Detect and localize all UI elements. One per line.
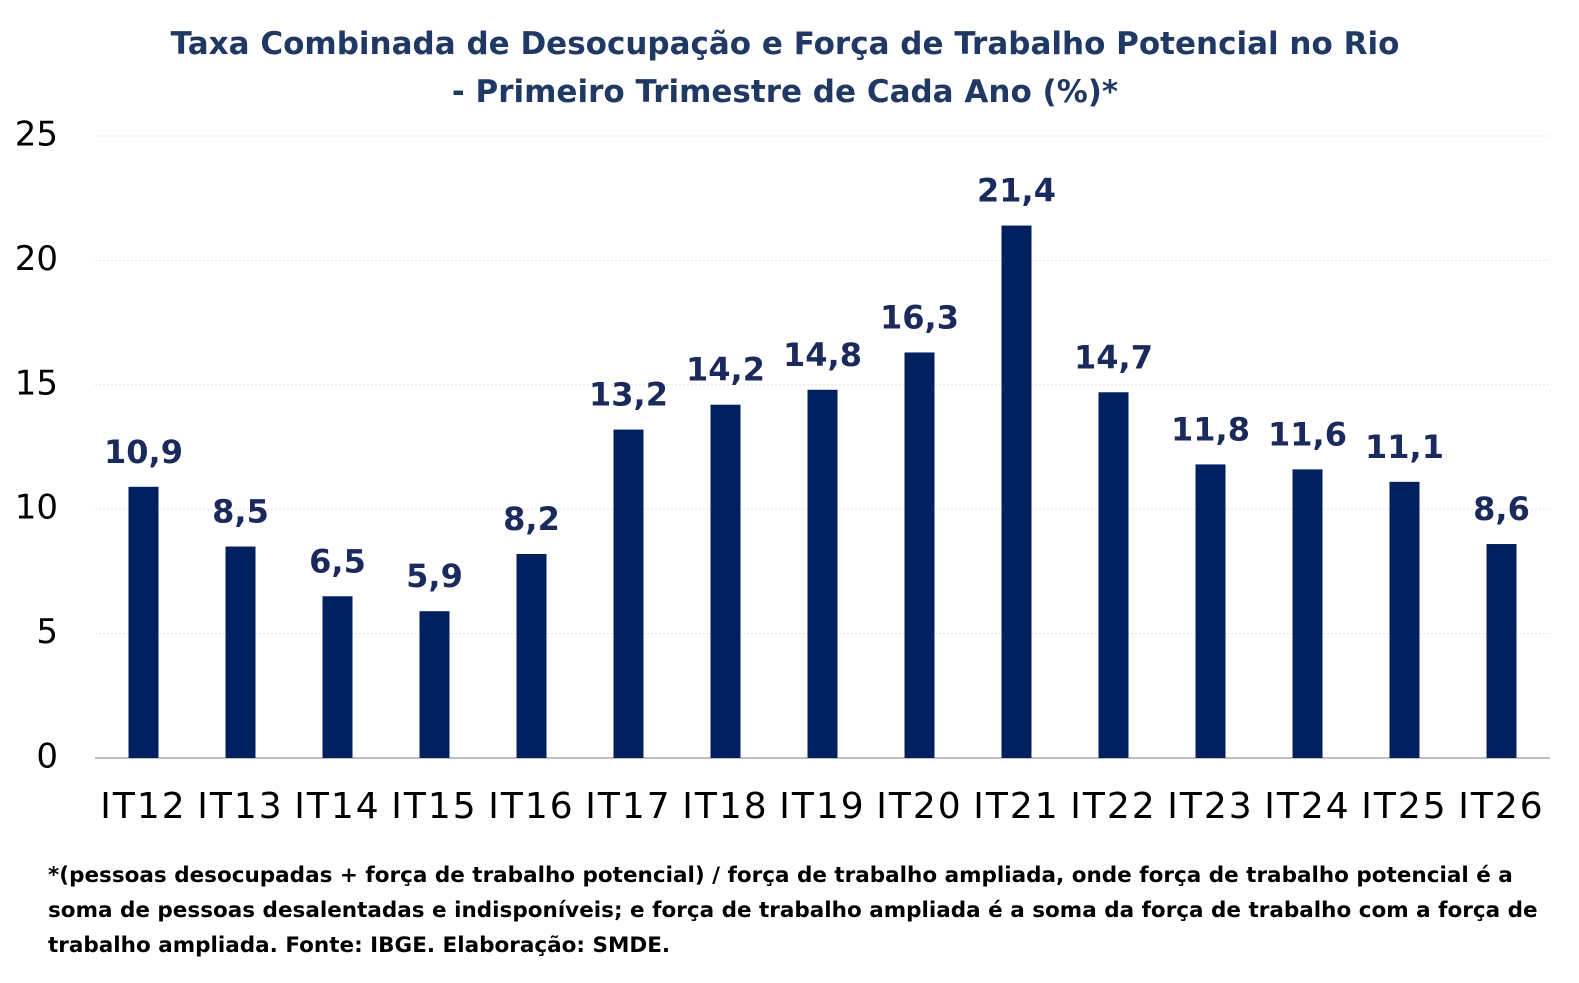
bar [128,486,159,758]
y-tick-label: 10 [15,488,58,528]
value-label: 8,2 [503,500,560,538]
bar [710,404,741,758]
bar [1098,392,1129,758]
bar [1486,544,1517,758]
x-tick-label: IT21 [973,786,1059,827]
y-tick-label: 5 [36,612,58,652]
x-tick-label: IT14 [294,786,380,827]
value-label: 14,7 [1074,338,1153,376]
bar [1001,225,1032,758]
value-label: 8,5 [212,493,269,531]
chart-title: Taxa Combinada de Desocupação e Força de… [170,26,1400,110]
value-label: 10,9 [104,433,183,471]
value-label: 11,8 [1171,410,1250,448]
x-tick-label: IT16 [488,786,574,827]
x-tick-label: IT25 [1361,786,1447,827]
bar [613,429,644,758]
bar [807,389,838,758]
bar [1195,464,1226,758]
bar [1389,481,1420,758]
footnote: *(pessoas desocupadas + força de trabalh… [48,863,1538,958]
y-tick-label: 0 [36,737,58,777]
x-tick-label: IT15 [391,786,477,827]
x-tick-label: IT23 [1167,786,1253,827]
value-label: 8,6 [1473,490,1530,528]
bar [904,352,935,758]
value-label: 16,3 [880,298,959,336]
value-label: 13,2 [589,376,668,414]
x-tick-label: IT26 [1458,786,1544,827]
value-label: 21,4 [977,172,1056,210]
x-tick-label: IT20 [876,786,962,827]
value-label: 11,6 [1268,415,1347,453]
y-tick-label: 25 [15,115,58,155]
bar [419,611,450,758]
y-tick-label: 20 [15,239,58,279]
value-label: 6,5 [309,542,366,580]
value-label: 14,8 [783,336,862,374]
y-tick-label: 15 [15,363,58,403]
x-tick-label: IT17 [585,786,671,827]
x-tick-label: IT18 [682,786,768,827]
bar [225,546,256,758]
value-label: 5,9 [406,557,463,595]
bar [322,596,353,758]
bar [1292,469,1323,758]
value-label: 11,1 [1365,428,1444,466]
x-tick-label: IT22 [1070,786,1156,827]
bar [516,553,547,758]
value-label: 14,2 [686,351,765,389]
x-tick-label: IT24 [1264,786,1350,827]
x-tick-label: IT19 [779,786,865,827]
x-tick-label: IT12 [100,786,186,827]
x-tick-label: IT13 [197,786,283,827]
